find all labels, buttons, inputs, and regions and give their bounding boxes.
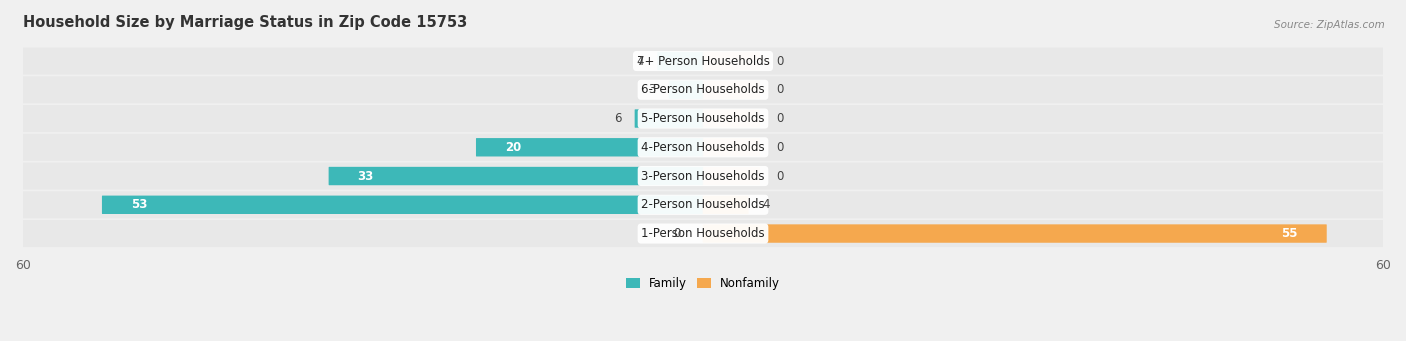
FancyBboxPatch shape <box>669 80 703 99</box>
FancyBboxPatch shape <box>703 109 761 128</box>
Text: 6: 6 <box>614 112 621 125</box>
FancyBboxPatch shape <box>703 167 761 185</box>
Text: 5-Person Households: 5-Person Households <box>641 112 765 125</box>
Text: 3: 3 <box>648 83 655 96</box>
FancyBboxPatch shape <box>329 167 703 185</box>
Text: 7+ Person Households: 7+ Person Households <box>637 55 769 68</box>
Text: 0: 0 <box>673 227 681 240</box>
Text: 0: 0 <box>776 112 785 125</box>
FancyBboxPatch shape <box>22 105 1384 132</box>
Text: 55: 55 <box>1281 227 1298 240</box>
Text: 4: 4 <box>637 55 644 68</box>
Text: Source: ZipAtlas.com: Source: ZipAtlas.com <box>1274 20 1385 30</box>
Text: 53: 53 <box>131 198 148 211</box>
Text: 20: 20 <box>505 141 520 154</box>
FancyBboxPatch shape <box>22 134 1384 161</box>
FancyBboxPatch shape <box>703 80 761 99</box>
FancyBboxPatch shape <box>22 76 1384 103</box>
FancyBboxPatch shape <box>703 196 748 214</box>
FancyBboxPatch shape <box>703 138 761 157</box>
FancyBboxPatch shape <box>477 138 703 157</box>
Text: 4: 4 <box>762 198 769 211</box>
FancyBboxPatch shape <box>634 109 703 128</box>
FancyBboxPatch shape <box>658 52 703 70</box>
FancyBboxPatch shape <box>22 220 1384 247</box>
Text: 3-Person Households: 3-Person Households <box>641 169 765 182</box>
Legend: Family, Nonfamily: Family, Nonfamily <box>621 272 785 295</box>
FancyBboxPatch shape <box>22 163 1384 190</box>
Text: 4-Person Households: 4-Person Households <box>641 141 765 154</box>
Text: 6-Person Households: 6-Person Households <box>641 83 765 96</box>
Text: 33: 33 <box>357 169 374 182</box>
FancyBboxPatch shape <box>703 52 761 70</box>
Text: 0: 0 <box>776 141 785 154</box>
Text: 1-Person Households: 1-Person Households <box>641 227 765 240</box>
Text: 0: 0 <box>776 55 785 68</box>
FancyBboxPatch shape <box>703 224 1327 243</box>
FancyBboxPatch shape <box>22 191 1384 218</box>
Text: 0: 0 <box>776 83 785 96</box>
FancyBboxPatch shape <box>103 196 703 214</box>
Text: Household Size by Marriage Status in Zip Code 15753: Household Size by Marriage Status in Zip… <box>22 15 467 30</box>
Text: 0: 0 <box>776 169 785 182</box>
Text: 2-Person Households: 2-Person Households <box>641 198 765 211</box>
FancyBboxPatch shape <box>22 47 1384 75</box>
